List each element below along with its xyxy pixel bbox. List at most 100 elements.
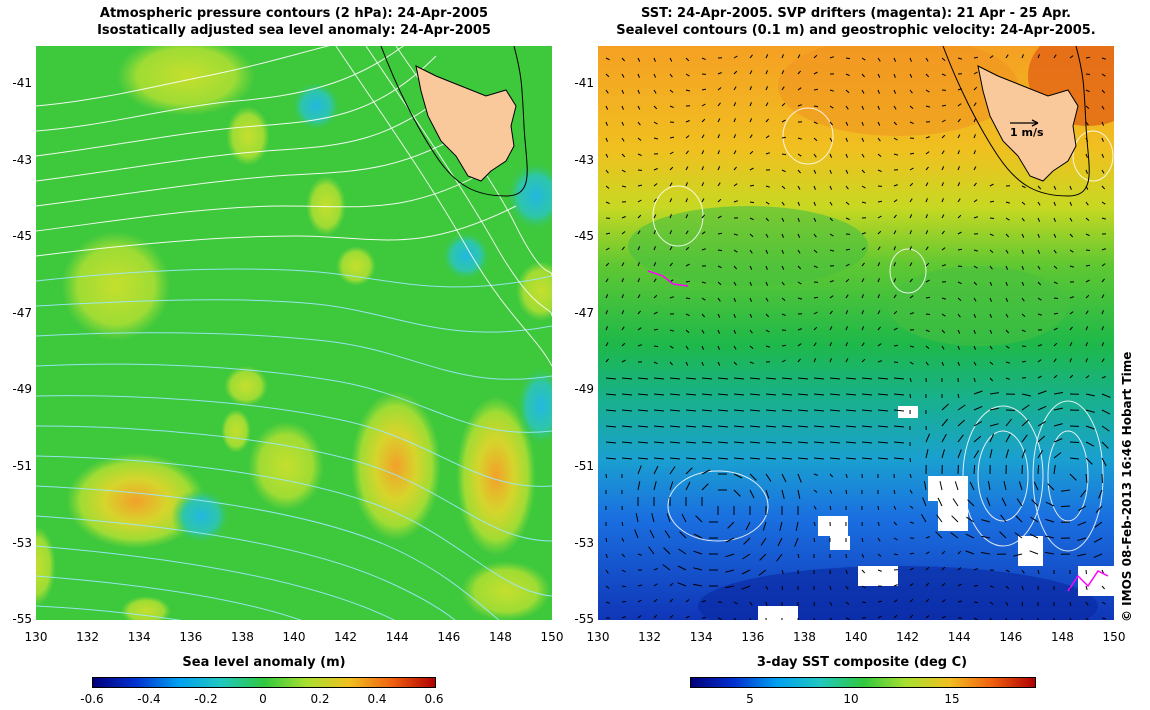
velocity-arrow <box>973 345 977 350</box>
velocity-arrow <box>637 230 641 235</box>
velocity-arrow <box>717 329 720 334</box>
velocity-arrow <box>989 361 994 365</box>
velocity-arrow <box>893 599 898 603</box>
velocity-arrow <box>717 182 721 187</box>
lat-tick-label: -41 <box>12 76 32 90</box>
velocity-arrow <box>861 326 865 331</box>
velocity-arrow <box>749 617 752 620</box>
velocity-arrow <box>829 457 841 460</box>
velocity-arrow <box>973 216 978 219</box>
velocity-arrow <box>861 73 865 78</box>
velocity-arrow <box>973 361 977 366</box>
velocity-arrow <box>941 198 944 203</box>
velocity-arrow <box>813 441 825 444</box>
velocity-arrow <box>781 233 784 238</box>
velocity-arrow <box>861 169 866 174</box>
velocity-arrow <box>1021 601 1024 607</box>
velocity-arrow <box>797 249 801 254</box>
velocity-arrow <box>1069 457 1079 460</box>
svp-drifter-track <box>647 270 689 287</box>
lat-tick-label: -47 <box>574 305 594 320</box>
velocity-arrow <box>662 564 671 571</box>
velocity-arrow <box>605 393 617 396</box>
velocity-arrow <box>685 481 691 491</box>
velocity-arrow <box>685 263 690 267</box>
velocity-arrow <box>1037 450 1044 459</box>
velocity-arrow <box>1053 297 1059 299</box>
velocity-arrow <box>829 489 833 494</box>
velocity-arrow <box>605 585 610 589</box>
velocity-arrow <box>637 377 649 380</box>
velocity-arrow <box>813 457 825 460</box>
velocity-arrow <box>717 281 722 286</box>
velocity-arrow <box>765 54 769 59</box>
velocity-arrow <box>909 57 912 62</box>
velocity-arrow <box>893 262 896 267</box>
velocity-arrow <box>941 182 944 187</box>
sst-colorbar-label: 5 <box>746 692 754 706</box>
velocity-arrow <box>701 345 705 350</box>
velocity-arrow <box>701 182 705 187</box>
velocity-arrow <box>749 233 754 238</box>
velocity-arrow <box>893 344 899 347</box>
velocity-arrow <box>637 310 641 315</box>
velocity-arrow <box>893 584 898 587</box>
velocity-arrow <box>605 457 617 460</box>
velocity-arrow <box>685 198 688 203</box>
velocity-arrow <box>925 329 930 333</box>
velocity-arrow <box>637 294 641 299</box>
velocity-arrow <box>1101 294 1105 299</box>
velocity-arrow <box>797 409 809 412</box>
velocity-arrow <box>765 473 772 482</box>
velocity-arrow <box>1101 457 1107 467</box>
velocity-arrow <box>685 425 697 428</box>
svp-drifter-track <box>1067 570 1109 592</box>
velocity-arrow <box>973 134 976 139</box>
velocity-arrow <box>909 521 914 524</box>
sla-colorbar-label: 0.2 <box>310 692 330 706</box>
velocity-arrow <box>621 105 624 110</box>
velocity-arrow <box>637 584 643 587</box>
velocity-arrow <box>1085 342 1088 347</box>
velocity-arrow <box>1021 329 1026 333</box>
velocity-arrow <box>1069 374 1074 379</box>
lon-tick-label: 132 <box>638 630 662 644</box>
velocity-arrow <box>1033 481 1039 491</box>
velocity-arrow <box>717 215 722 219</box>
velocity-arrow <box>693 583 703 587</box>
right-title-line2: Sealevel contours (0.1 m) and geostrophi… <box>616 23 1096 38</box>
velocity-arrow <box>893 553 899 556</box>
velocity-arrow <box>957 449 962 459</box>
velocity-arrow <box>637 57 641 62</box>
lon-tick-label: 134 <box>689 630 713 644</box>
velocity-arrow <box>1005 617 1008 620</box>
velocity-arrow <box>669 425 681 428</box>
lon-tick-label: 142 <box>896 630 920 644</box>
velocity-arrow <box>1069 265 1074 268</box>
velocity-arrow <box>1021 185 1026 189</box>
velocity-arrow <box>1101 73 1106 77</box>
velocity-arrow <box>695 515 703 523</box>
velocity-arrow <box>637 105 641 110</box>
velocity-arrow <box>941 57 946 61</box>
velocity-arrow <box>717 457 729 460</box>
velocity-arrow <box>909 312 914 315</box>
velocity-arrow <box>909 167 914 171</box>
velocity-arrow <box>1101 326 1104 331</box>
velocity-arrow <box>685 441 697 444</box>
velocity-arrow <box>1085 473 1088 483</box>
velocity-arrow <box>701 457 713 460</box>
velocity-arrow <box>1021 265 1024 270</box>
velocity-arrow <box>605 358 609 363</box>
velocity-arrow <box>1085 569 1087 575</box>
velocity-arrow <box>973 249 978 252</box>
velocity-arrow <box>845 153 848 158</box>
sla-high-anomaly <box>351 391 441 541</box>
velocity-arrow <box>829 617 833 620</box>
velocity-arrow <box>829 441 841 444</box>
velocity-arrow <box>845 473 848 478</box>
velocity-arrow <box>813 217 817 222</box>
velocity-arrow <box>1101 409 1111 415</box>
velocity-arrow <box>1101 105 1105 110</box>
velocity-arrow <box>1053 249 1057 254</box>
